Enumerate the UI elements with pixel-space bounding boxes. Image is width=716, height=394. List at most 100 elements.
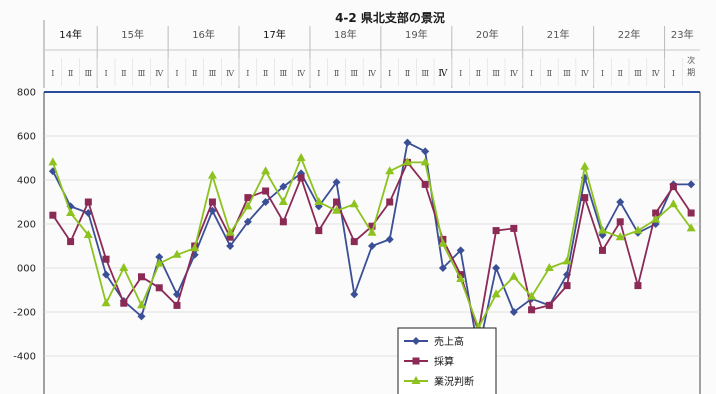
quarter-label: Ⅲ — [350, 69, 358, 78]
data-point-business-condition — [686, 223, 696, 232]
data-point-profit — [120, 299, 128, 307]
data-point-business-condition — [367, 227, 377, 236]
data-point-sales — [137, 312, 146, 321]
data-point-business-condition — [190, 243, 200, 252]
y-tick-label: -400 — [13, 352, 36, 363]
data-point-sales — [332, 178, 341, 187]
data-point-sales — [155, 253, 164, 261]
quarter-label: Ⅰ — [51, 69, 54, 78]
data-point-business-condition — [438, 238, 448, 247]
year-label: 23年 — [671, 28, 694, 41]
data-point-sales — [492, 264, 501, 272]
y-tick-label: 800 — [17, 88, 36, 99]
year-label: 14年 — [59, 28, 82, 41]
data-point-business-condition — [651, 214, 661, 223]
quarter-label: Ⅰ — [246, 69, 249, 78]
data-point-profit — [333, 198, 341, 206]
y-tick-label: -200 — [13, 308, 36, 319]
data-point-sales — [438, 264, 447, 272]
quarter-label: Ⅲ — [84, 69, 92, 78]
data-point-business-condition — [420, 157, 430, 166]
legend-label: 業況判断 — [434, 375, 474, 388]
data-point-business-condition — [332, 205, 342, 214]
data-point-sales — [226, 242, 235, 250]
data-point-business-condition — [225, 227, 235, 236]
data-point-profit — [226, 233, 234, 241]
data-point-business-condition — [527, 291, 537, 300]
data-point-business-condition — [207, 170, 217, 179]
quarter-label: Ⅰ — [104, 69, 107, 78]
quarter-label: Ⅲ — [138, 69, 146, 78]
data-point-sales — [421, 147, 430, 156]
year-label: 17年 — [263, 28, 286, 41]
data-point-sales — [616, 198, 625, 206]
data-point-sales — [456, 246, 465, 255]
data-point-business-condition — [48, 157, 58, 166]
data-point-profit — [315, 227, 323, 235]
quarter-label: Ⅰ — [317, 69, 320, 78]
quarter-label: Ⅱ — [192, 69, 197, 78]
data-point-sales — [687, 180, 696, 189]
data-point-sales — [279, 182, 288, 191]
data-point-profit — [528, 306, 536, 314]
y-tick-label: 200 — [17, 220, 36, 231]
quarter-label: Ⅰ — [672, 69, 675, 78]
data-point-profit — [652, 209, 660, 217]
data-point-business-condition — [562, 256, 572, 265]
data-point-business-condition — [243, 201, 253, 210]
quarter-label: Ⅲ — [563, 69, 571, 78]
data-point-business-condition — [349, 199, 359, 208]
quarter-label: Ⅲ — [209, 69, 217, 78]
data-point-profit — [350, 238, 358, 246]
data-point-sales — [368, 242, 376, 250]
data-point-profit — [687, 209, 695, 217]
data-point-business-condition — [119, 263, 129, 271]
data-point-profit — [279, 218, 287, 226]
data-point-business-condition — [491, 289, 501, 298]
quarter-label: Ⅳ — [438, 69, 448, 79]
y-tick-label: 000 — [17, 264, 36, 275]
data-point-business-condition — [456, 274, 466, 282]
data-point-profit — [421, 180, 429, 188]
data-point-profit — [138, 273, 146, 281]
quarter-label: Ⅱ — [263, 69, 268, 78]
y-tick-label: 400 — [17, 176, 36, 187]
y-tick-label: 600 — [17, 132, 36, 143]
data-point-profit — [616, 218, 624, 226]
data-point-business-condition — [385, 166, 395, 175]
data-point-business-condition — [597, 225, 607, 234]
data-point-sales — [509, 308, 518, 316]
data-point-sales — [243, 217, 252, 226]
data-point-profit — [386, 198, 394, 206]
data-point-profit — [669, 183, 677, 191]
quarter-label: 次 — [687, 55, 695, 65]
data-point-business-condition — [544, 263, 554, 271]
data-point-business-condition — [83, 230, 93, 238]
quarter-label: Ⅰ — [601, 69, 604, 78]
data-point-profit — [634, 282, 642, 290]
data-point-profit — [262, 187, 270, 195]
data-point-profit — [297, 174, 305, 182]
quarter-label: Ⅳ — [226, 69, 235, 78]
data-point-business-condition — [509, 271, 519, 280]
legend-swatch-marker — [412, 357, 420, 365]
quarter-label: Ⅰ — [459, 69, 462, 78]
data-point-business-condition — [101, 298, 111, 307]
legend-swatch-marker — [412, 337, 420, 345]
data-point-profit — [598, 246, 606, 254]
data-point-profit — [67, 238, 75, 246]
data-point-business-condition — [154, 258, 164, 267]
quarter-label: Ⅲ — [421, 69, 429, 78]
data-point-sales — [350, 290, 359, 299]
data-point-profit — [510, 224, 518, 232]
quarter-label: Ⅱ — [334, 69, 339, 78]
year-label: 21年 — [547, 28, 570, 41]
data-point-business-condition — [137, 300, 147, 309]
data-point-profit — [173, 301, 181, 309]
quarter-label: Ⅱ — [121, 69, 126, 78]
quarter-label: Ⅱ — [476, 69, 481, 78]
year-label: 20年 — [476, 28, 499, 41]
quarter-label: Ⅳ — [581, 69, 590, 78]
